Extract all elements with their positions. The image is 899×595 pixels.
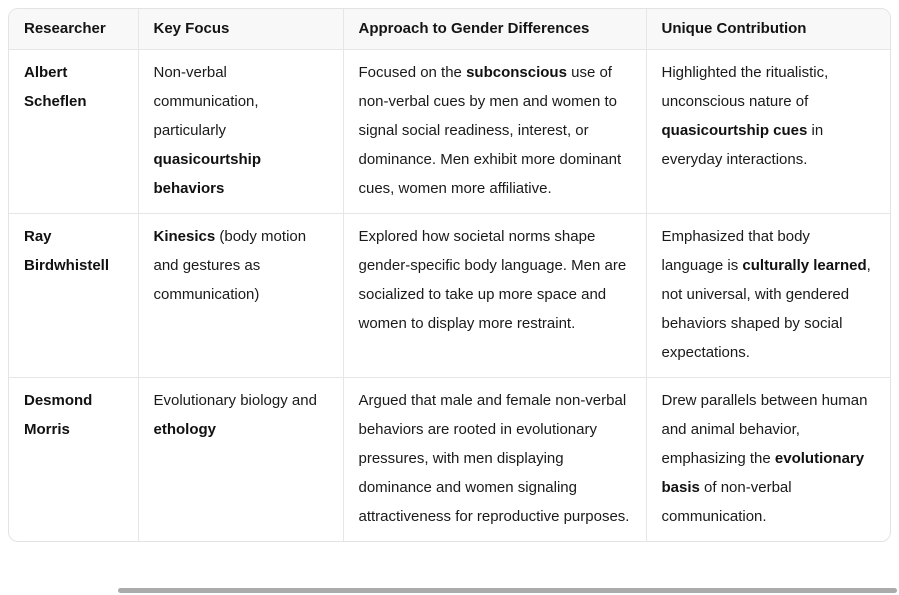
- header-researcher: Researcher: [9, 9, 138, 50]
- cell-text: of non-verbal communication.: [661, 479, 792, 525]
- cell-text-bold: Desmond Morris: [24, 392, 93, 438]
- table-row: Desmond Morris Evolutionary biology and e…: [9, 377, 890, 541]
- cell-text-bold: Kinesics: [153, 228, 216, 245]
- table-cell: Emphasized that body language is cultura…: [645, 213, 890, 378]
- horizontal-scrollbar-thumb[interactable]: [118, 588, 897, 593]
- table-body: Albert Scheflen Non-verbal communication,…: [9, 49, 890, 541]
- header-unique-contribution: Unique Contribution: [645, 9, 890, 50]
- table-cell: Explored how societal norms shape gender…: [342, 213, 646, 378]
- comparison-table-container: Researcher Key Focus Approach to Gender …: [8, 8, 891, 542]
- cell-text: (body motion and gestures as communicati…: [153, 228, 307, 303]
- cell-text-bold: culturally learned: [742, 257, 867, 274]
- cell-text-bold: ethology: [153, 421, 217, 438]
- cell-text-bold: quasicourtship cues: [661, 122, 808, 139]
- table-header: Researcher Key Focus Approach to Gender …: [9, 9, 890, 50]
- cell-text-bold: quasicourtship behaviors: [153, 151, 262, 197]
- cell-text: Argued that male and female non-verbal b…: [358, 392, 630, 525]
- table-row: Ray Birdwhistell Kinesics (body motion an…: [9, 213, 890, 378]
- cell-text: , not universal, with gendered behaviors…: [661, 257, 871, 361]
- table-cell: Non-verbal communication, particularly q…: [137, 49, 343, 214]
- table-cell: Desmond Morris: [9, 377, 138, 541]
- cell-text: Emphasized that body language is: [661, 228, 810, 274]
- table-cell: Ray Birdwhistell: [9, 213, 138, 378]
- table-cell: Evolutionary biology and ethology: [137, 377, 343, 541]
- table-cell: Argued that male and female non-verbal b…: [342, 377, 646, 541]
- cell-text: Evolutionary biology and: [153, 392, 317, 409]
- cell-text: Focused on the: [358, 64, 467, 81]
- cell-text: Explored how societal norms shape gender…: [358, 228, 627, 332]
- cell-text: Highlighted the ritualistic, unconscious…: [661, 64, 829, 110]
- cell-text-bold: evolutionary basis: [661, 450, 865, 496]
- comparison-table: Researcher Key Focus Approach to Gender …: [9, 9, 890, 541]
- header-approach-to-gender-differences: Approach to Gender Differences: [342, 9, 646, 50]
- cell-text: Drew parallels between human and animal …: [661, 392, 868, 467]
- cell-text: Non-verbal communication, particularly: [153, 64, 259, 139]
- table-row: Albert Scheflen Non-verbal communication,…: [9, 49, 890, 214]
- cell-text: use of non-verbal cues by men and women …: [358, 64, 622, 197]
- table-header-row: Researcher Key Focus Approach to Gender …: [9, 9, 890, 50]
- table-cell: Highlighted the ritualistic, unconscious…: [645, 49, 890, 214]
- table-cell: Albert Scheflen: [9, 49, 138, 214]
- table-cell: Focused on the subconscious use of non-v…: [342, 49, 646, 214]
- table-cell: Drew parallels between human and animal …: [645, 377, 890, 541]
- header-key-focus: Key Focus: [137, 9, 343, 50]
- table-cell: Kinesics (body motion and gestures as co…: [137, 213, 343, 378]
- cell-text-bold: subconscious: [466, 64, 567, 81]
- cell-text: in everyday interactions.: [661, 122, 824, 168]
- cell-text-bold: Ray Birdwhistell: [24, 228, 110, 274]
- cell-text-bold: Albert Scheflen: [24, 64, 87, 110]
